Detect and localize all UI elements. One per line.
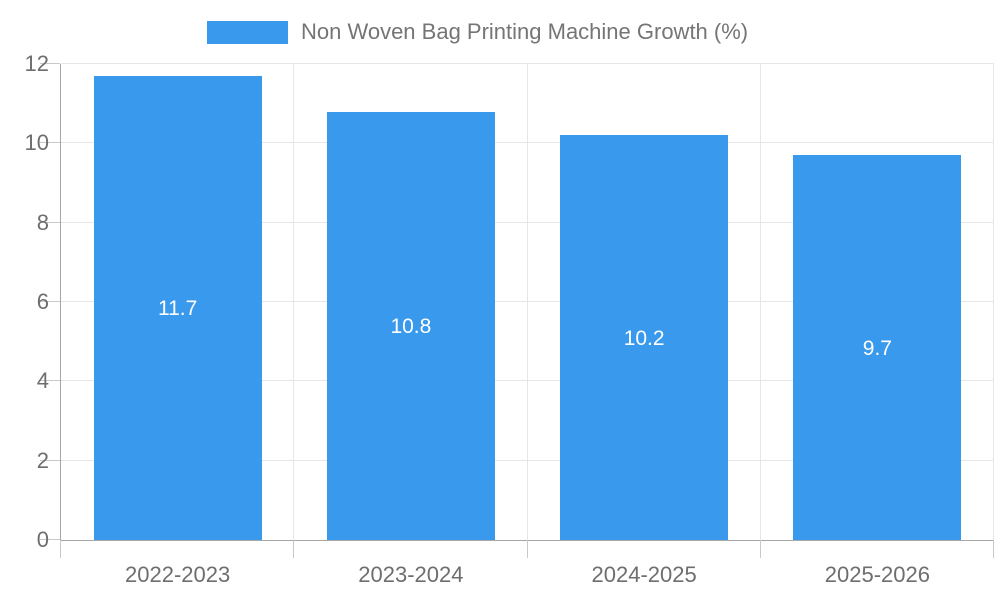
- bar-value-label: 10.8: [390, 314, 432, 338]
- x-gridline: [293, 64, 295, 540]
- x-axis-category-label: 2025-2026: [824, 562, 930, 587]
- legend-swatch: [207, 20, 288, 44]
- y-gridline: [61, 459, 994, 461]
- y-axis-tick-label: 8: [36, 209, 49, 235]
- legend-label: Non Woven Bag Printing Machine Growth (%…: [301, 19, 749, 44]
- x-axis-category-label: 2023-2024: [358, 562, 464, 587]
- y-axis-tick: [40, 301, 60, 302]
- x-axis-category-label: 2022-2023: [125, 562, 231, 587]
- plot-area: 0 2 4 6 8 10 12 11.7 2022-2023 10.8 2023-2024 10.2 2…: [25, 53, 994, 586]
- x-axis-tick: [293, 540, 295, 558]
- y-gridline: [61, 221, 994, 223]
- y-axis-tick-label: 2: [36, 447, 49, 473]
- bar-2025-2026[interactable]: 9.7: [793, 155, 962, 540]
- x-axis-tick: [526, 540, 528, 558]
- y-axis-tick-label: 0: [36, 527, 49, 552]
- bar-2022-2023[interactable]: 11.7: [93, 75, 262, 540]
- y-axis-tick-label: 12: [24, 51, 49, 76]
- y-axis-tick: [40, 221, 60, 223]
- y-gridline: [61, 301, 994, 302]
- y-axis-tick: [40, 539, 60, 540]
- x-gridline: [526, 64, 528, 540]
- y-axis-tick-label: 10: [24, 130, 49, 156]
- y-axis-tick: [40, 380, 60, 382]
- x-axis-category-label: 2024-2025: [591, 562, 697, 587]
- y-gridline: [61, 63, 994, 64]
- x-gridline: [759, 64, 761, 540]
- bar-value-label: 9.7: [862, 336, 892, 360]
- legend[interactable]: Non Woven Bag Printing Machine Growth (%…: [207, 17, 748, 47]
- y-axis-tick-label: 6: [36, 289, 49, 314]
- y-axis-tick: [40, 142, 60, 144]
- x-axis-tick: [759, 540, 761, 558]
- bar-2023-2024[interactable]: 10.8: [326, 111, 495, 540]
- x-axis-tick: [993, 540, 994, 558]
- bar-value-label: 10.2: [623, 326, 665, 350]
- bar-value-label: 11.7: [157, 296, 198, 320]
- y-axis-tick: [40, 459, 60, 461]
- y-axis-tick-label: 4: [36, 368, 49, 394]
- y-gridline: [61, 380, 994, 382]
- y-axis-tick: [40, 63, 60, 64]
- bar-2024-2025[interactable]: 10.2: [560, 135, 729, 540]
- x-gridline: [993, 64, 994, 540]
- x-axis-tick: [60, 540, 61, 558]
- y-gridline: [61, 142, 994, 144]
